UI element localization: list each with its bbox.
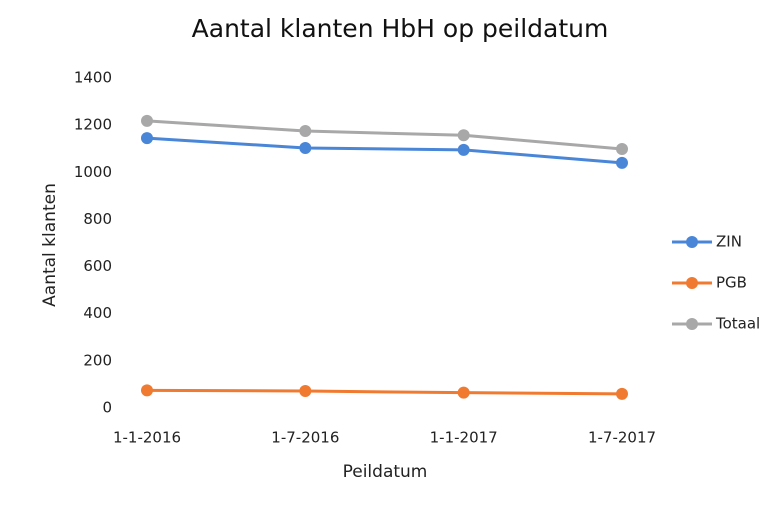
x-tick-label: 1-1-2017 <box>430 429 498 447</box>
legend-label: ZIN <box>716 233 742 251</box>
data-point <box>299 125 312 138</box>
x-tick-label: 1-7-2017 <box>588 429 656 447</box>
data-point <box>616 387 628 400</box>
series-line <box>146 388 623 396</box>
data-point <box>616 156 628 169</box>
x-tick-label: 1-7-2016 <box>271 429 339 447</box>
x-tick-label: 1-1-2016 <box>113 429 181 447</box>
data-point <box>299 142 312 155</box>
legend-label: PGB <box>716 274 747 292</box>
data-point <box>457 129 470 142</box>
legend-marker <box>686 318 698 330</box>
y-axis-title: Aantal klanten <box>40 183 60 307</box>
data-point <box>141 384 153 397</box>
y-tick-label: 1200 <box>74 116 112 134</box>
legend-marker <box>686 277 698 289</box>
y-tick-label: 600 <box>83 257 112 275</box>
legend-marker <box>686 236 698 248</box>
chart-title: Aantal klanten HbH op peildatum <box>192 14 609 43</box>
series-line <box>146 136 623 165</box>
data-point <box>141 114 153 127</box>
data-point <box>457 143 470 156</box>
data-point <box>457 386 470 399</box>
data-point <box>299 385 312 398</box>
legend-label: Totaal <box>715 315 760 333</box>
x-axis-title: Peildatum <box>343 462 428 482</box>
y-tick-label: 800 <box>83 210 112 228</box>
series-line <box>146 119 623 151</box>
y-tick-label: 1400 <box>74 69 112 87</box>
data-point <box>616 142 628 155</box>
y-tick-label: 0 <box>102 399 112 417</box>
data-point <box>141 132 153 145</box>
y-tick-label: 200 <box>83 351 112 369</box>
y-tick-label: 400 <box>83 304 112 322</box>
y-tick-label: 1000 <box>74 163 112 181</box>
